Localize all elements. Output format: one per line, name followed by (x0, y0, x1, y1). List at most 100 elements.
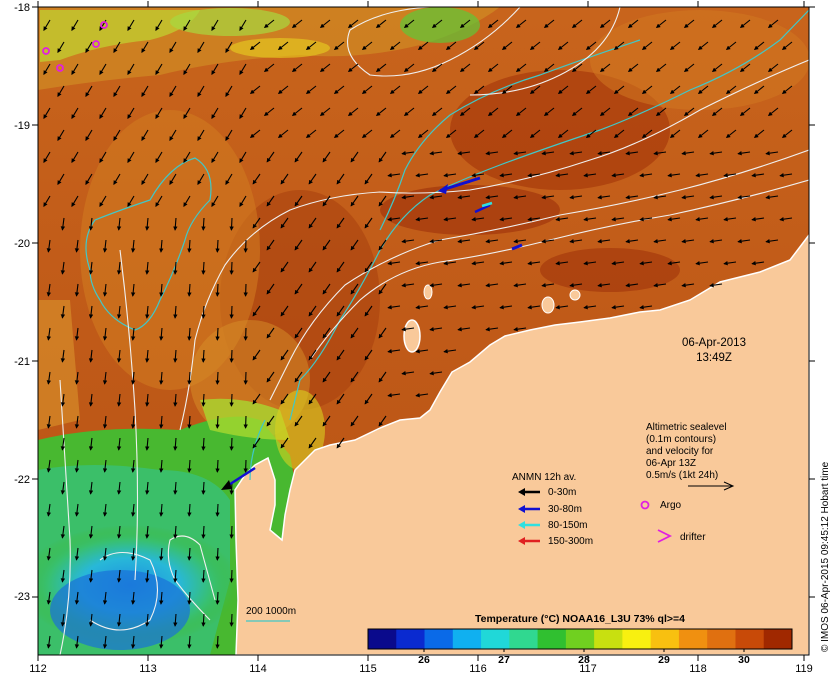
velocity-arrow (336, 261, 345, 273)
velocity-arrow (445, 129, 457, 139)
velocity-arrow (403, 19, 415, 29)
velocity-arrow (709, 283, 723, 288)
velocity-arrow (130, 635, 136, 649)
velocity-arrow (499, 261, 513, 266)
velocity-arrow (71, 195, 79, 208)
velocity-arrow (249, 85, 261, 95)
argo-float (42, 47, 50, 55)
colorbar: Temperature (°C) NOAA16_L3U 73% ql>=4 26… (367, 613, 793, 666)
velocity-arrow (378, 151, 387, 163)
velocity-arrow (611, 173, 625, 178)
velocity-arrow (375, 19, 387, 29)
velocity-arrow (583, 261, 597, 266)
velocity-arrow (347, 63, 359, 73)
velocity-arrow (280, 393, 289, 405)
argo-legend-icon (640, 500, 650, 510)
velocity-arrow (350, 239, 359, 251)
velocity-arrow (308, 437, 317, 449)
velocity-arrow (215, 591, 220, 605)
velocity-arrow (43, 19, 51, 32)
velocity-arrow (130, 503, 136, 517)
velocity-arrow (681, 283, 695, 288)
velocity-arrow (401, 151, 415, 156)
velocity-arrow (683, 19, 695, 29)
velocity-arrow (169, 85, 177, 98)
velocity-arrow (60, 437, 66, 451)
velocity-arrow (201, 217, 206, 231)
velocity-arrow (187, 547, 192, 561)
velocity-arrow (415, 217, 429, 222)
velocity-arrow (239, 19, 247, 32)
velocity-arrow (457, 151, 471, 156)
velocity-arrow (583, 173, 597, 178)
velocity-arrow (201, 261, 206, 275)
velocity-arrow (291, 107, 303, 117)
velocity-arrow (457, 327, 471, 332)
velocity-arrow (487, 19, 499, 29)
velocity-arrow (389, 41, 401, 51)
velocity-arrow (280, 217, 289, 229)
velocity-arrow (557, 41, 569, 51)
svg-text:Altimetric sealevel: Altimetric sealevel (646, 422, 727, 433)
velocity-arrow (725, 85, 737, 95)
velocity-arrow (116, 525, 122, 539)
velocity-arrow (201, 481, 206, 495)
velocity-arrow (737, 239, 751, 244)
altimetry-note: Altimetric sealevel (0.1m contours) and … (646, 422, 735, 491)
velocity-arrow (361, 41, 373, 51)
velocity-arrow (443, 349, 457, 354)
velocity-arrow (266, 415, 275, 427)
velocity-arrows (43, 19, 793, 649)
velocity-arrow (102, 283, 108, 297)
velocity-arrow (336, 437, 345, 449)
velocity-arrow (471, 261, 485, 266)
velocity-arrow (681, 239, 695, 244)
velocity-arrow (141, 129, 149, 142)
velocity-arrow (145, 217, 150, 231)
velocity-arrow (527, 305, 541, 310)
velocity-arrow (364, 173, 373, 185)
colorbar-swatch (537, 629, 567, 649)
velocity-arrow (513, 195, 527, 200)
velocity-arrow (485, 151, 499, 156)
velocity-arrow (215, 459, 220, 473)
velocity-arrow (557, 85, 569, 95)
velocity-arrow (225, 85, 233, 98)
svg-text:06-Apr 13Z: 06-Apr 13Z (646, 458, 696, 469)
colorbar-swatch (650, 629, 680, 649)
velocity-arrow (445, 85, 457, 95)
velocity-arrow (187, 327, 192, 341)
velocity-arrow (201, 393, 206, 407)
velocity-arrow (74, 591, 80, 605)
colorbar-swatch (622, 629, 652, 649)
velocity-arrow (723, 217, 737, 222)
velocity-arrow (145, 569, 150, 583)
velocity-arrow (74, 459, 80, 473)
velocity-arrow (187, 459, 192, 473)
velocity-arrow (585, 85, 597, 95)
velocity-arrow (201, 437, 206, 451)
timestamp-date: 06-Apr-2013 (682, 337, 746, 349)
velocity-arrow (613, 41, 625, 51)
velocity-arrow (173, 261, 178, 275)
velocity-arrow (683, 107, 695, 117)
velocity-arrow (159, 415, 164, 429)
velocity-arrow (429, 327, 443, 332)
velocity-arrow (725, 129, 737, 139)
velocity-arrow (155, 195, 163, 208)
velocity-arrow (187, 371, 192, 385)
velocity-arrow (625, 195, 639, 200)
colorbar-swatch (735, 629, 765, 649)
velocity-arrow (401, 195, 415, 200)
velocity-arrow (655, 63, 667, 73)
velocity-arrow (46, 283, 52, 297)
velocity-arrow (197, 41, 205, 54)
velocity-arrow (113, 173, 121, 186)
velocity-arrow (74, 371, 80, 385)
velocity-arrow (529, 85, 541, 95)
velocity-arrow (429, 283, 443, 288)
velocity-arrow (387, 173, 401, 178)
velocity-arrow (229, 525, 234, 539)
velocity-arrow (683, 63, 695, 73)
velocity-arrow (88, 525, 94, 539)
